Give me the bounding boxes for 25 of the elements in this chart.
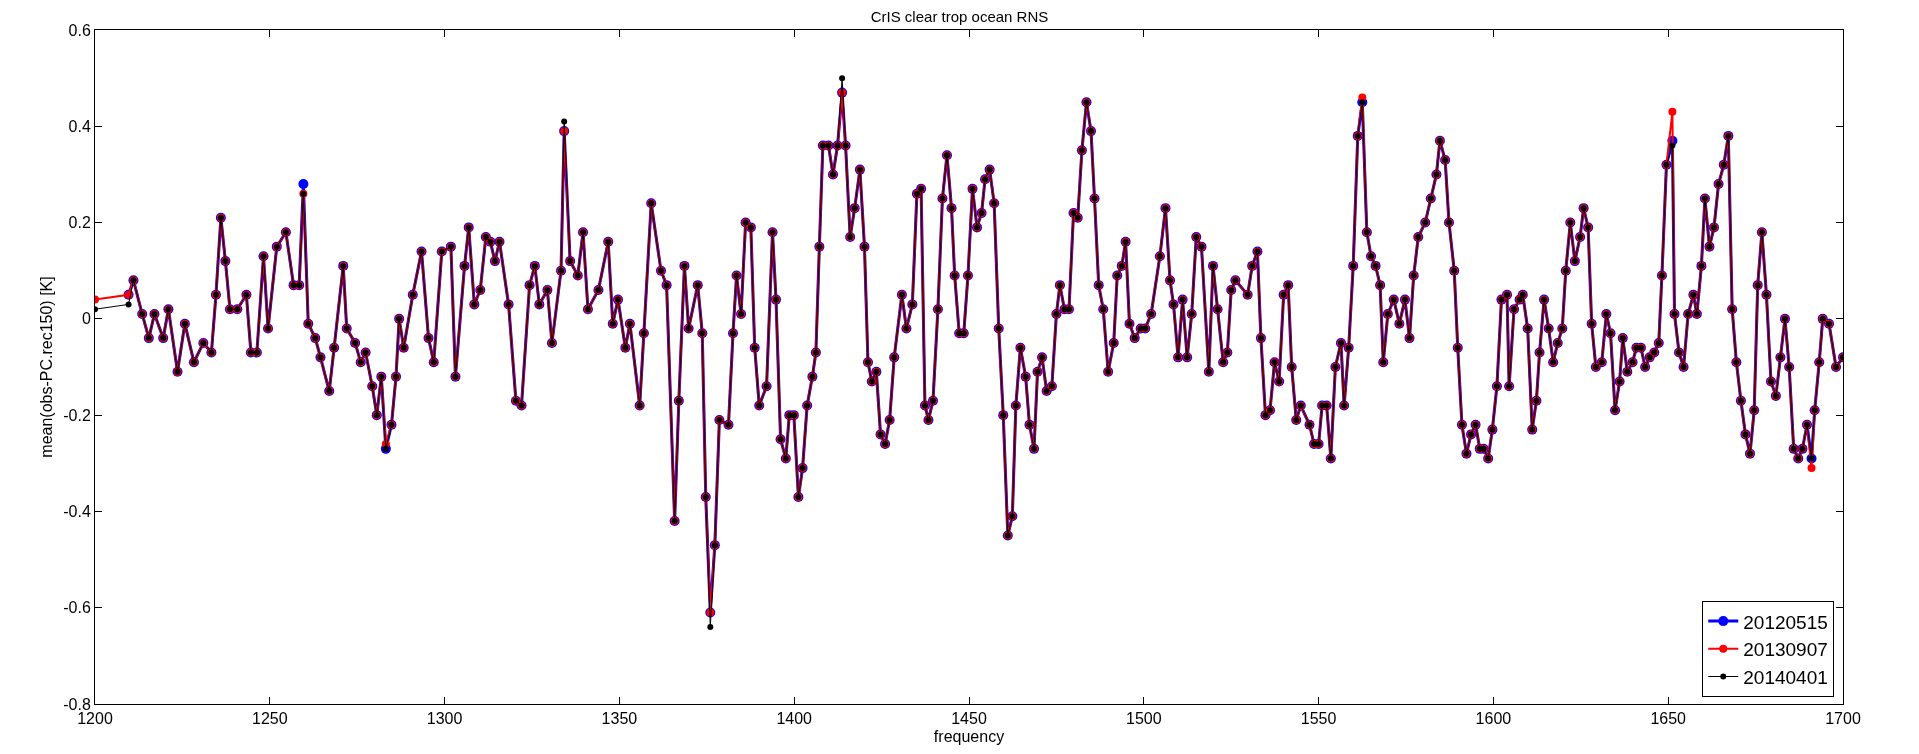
x-tick-label: 1450	[951, 710, 987, 728]
y-tick-label: 0.2	[68, 214, 91, 232]
x-tick-label: 1250	[252, 710, 288, 728]
y-tick-label: 0.4	[68, 117, 91, 135]
legend-label: 20130907	[1743, 639, 1828, 661]
y-tick-label: -0.4	[63, 503, 91, 521]
x-axis-title: frequency	[933, 727, 1005, 745]
y-axis-title: mean(obs-PC.rec150) [K]	[38, 276, 56, 458]
x-tick-label: 1500	[1126, 710, 1162, 728]
legend-label: 20140401	[1743, 666, 1828, 688]
x-tick-label: 1350	[601, 710, 638, 728]
legend-label: 20120515	[1743, 611, 1828, 633]
x-tick-label: 1300	[426, 710, 463, 728]
y-tick-label: 0.6	[68, 21, 91, 39]
y-tick-label: -0.2	[63, 406, 91, 424]
y-tick-label: -0.6	[63, 599, 91, 617]
x-tick-label: 1200	[77, 710, 113, 728]
chart-title: CrIS clear trop ocean RNS	[870, 7, 1049, 25]
y-tick-label: -0.8	[63, 695, 91, 713]
x-tick-label: 1700	[1825, 710, 1861, 728]
x-tick-label: 1400	[776, 710, 813, 728]
y-tick-label: 0	[81, 310, 91, 328]
x-tick-label: 1600	[1475, 710, 1512, 728]
x-tick-label: 1650	[1650, 710, 1687, 728]
x-tick-label: 1550	[1300, 710, 1337, 728]
